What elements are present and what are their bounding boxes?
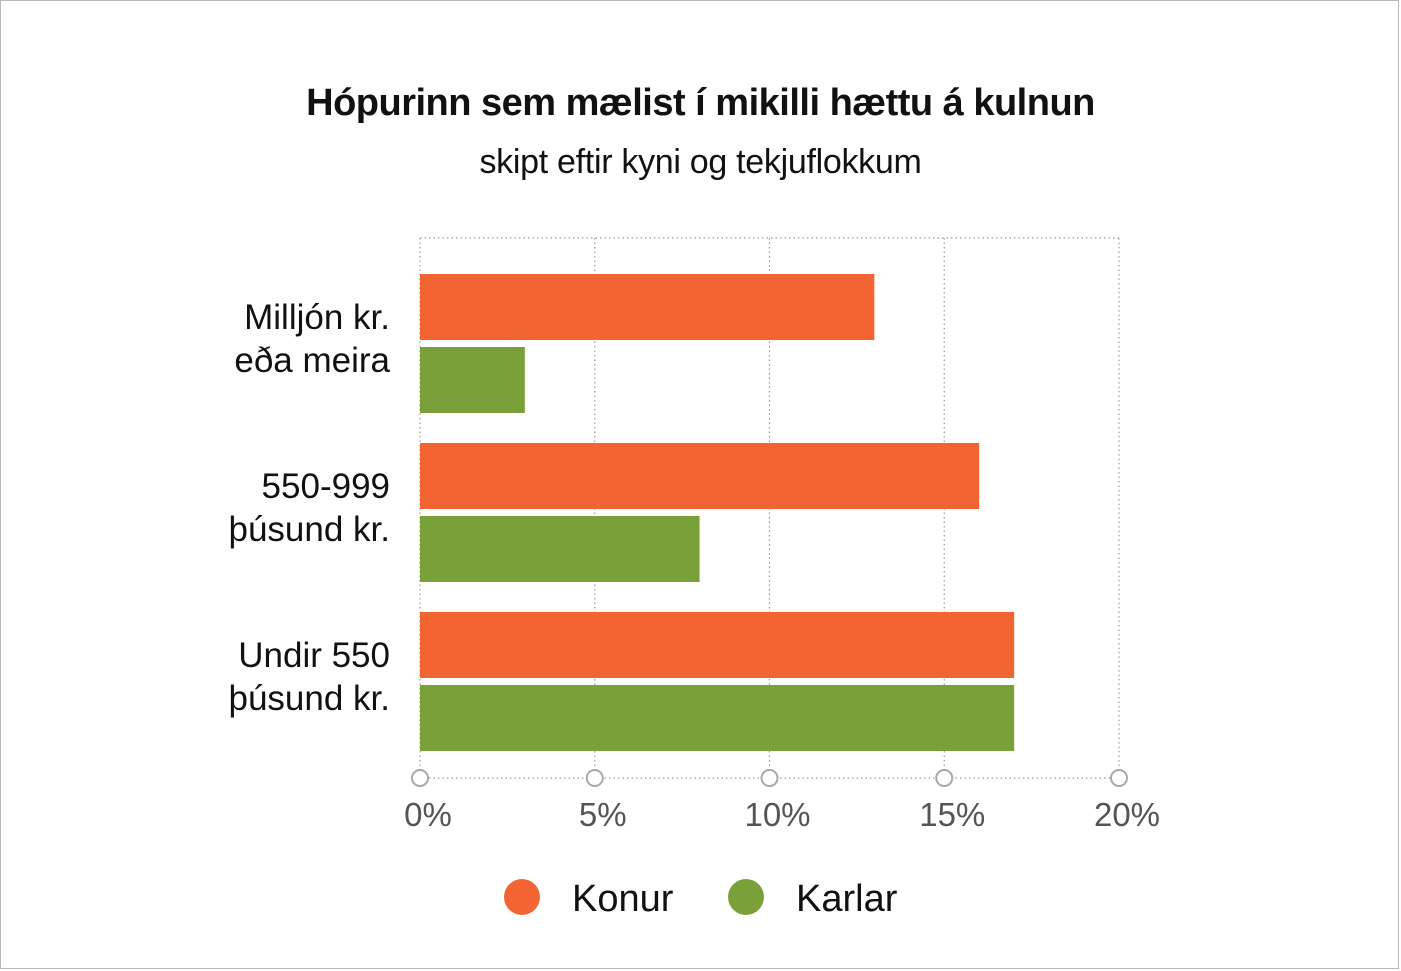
chart-subtitle: skipt eftir kyni og tekjuflokkum	[479, 143, 922, 181]
tick-label-2: 10%	[744, 796, 810, 833]
category-label-0-1: eða meira	[234, 341, 390, 380]
tick-label-1: 5%	[579, 796, 627, 833]
legend-swatch-konur	[504, 879, 540, 915]
legend-swatch-karlar	[728, 879, 764, 915]
category-label-1-0: 550-999	[262, 467, 390, 506]
bar-konur-2	[420, 612, 1015, 678]
category-label-2-1: þúsund kr.	[229, 679, 391, 718]
category-label-1-1: þúsund kr.	[229, 510, 391, 549]
legend-label-karlar: Karlar	[796, 878, 898, 920]
tick-label-3: 15%	[919, 796, 985, 833]
tick-marker-4	[1110, 769, 1128, 787]
bar-karlar-1	[420, 516, 700, 582]
tick-marker-1	[585, 769, 604, 787]
chart-title: Hópurinn sem mælist í mikilli hættu á ku…	[306, 82, 1095, 124]
bar-konur-0	[420, 274, 875, 340]
category-label-0-0: Milljón kr.	[244, 298, 390, 337]
tick-marker-0	[411, 769, 429, 787]
bar-konur-1	[420, 443, 980, 509]
bar-karlar-2	[420, 685, 1015, 751]
tick-label-0: 0%	[404, 796, 452, 833]
tick-label-4: 20%	[1094, 796, 1160, 833]
tick-marker-2	[760, 769, 779, 787]
legend-label-konur: Konur	[572, 878, 674, 920]
tick-marker-3	[935, 769, 954, 787]
category-label-2-0: Undir 550	[238, 636, 390, 675]
bar-karlar-0	[420, 347, 525, 413]
